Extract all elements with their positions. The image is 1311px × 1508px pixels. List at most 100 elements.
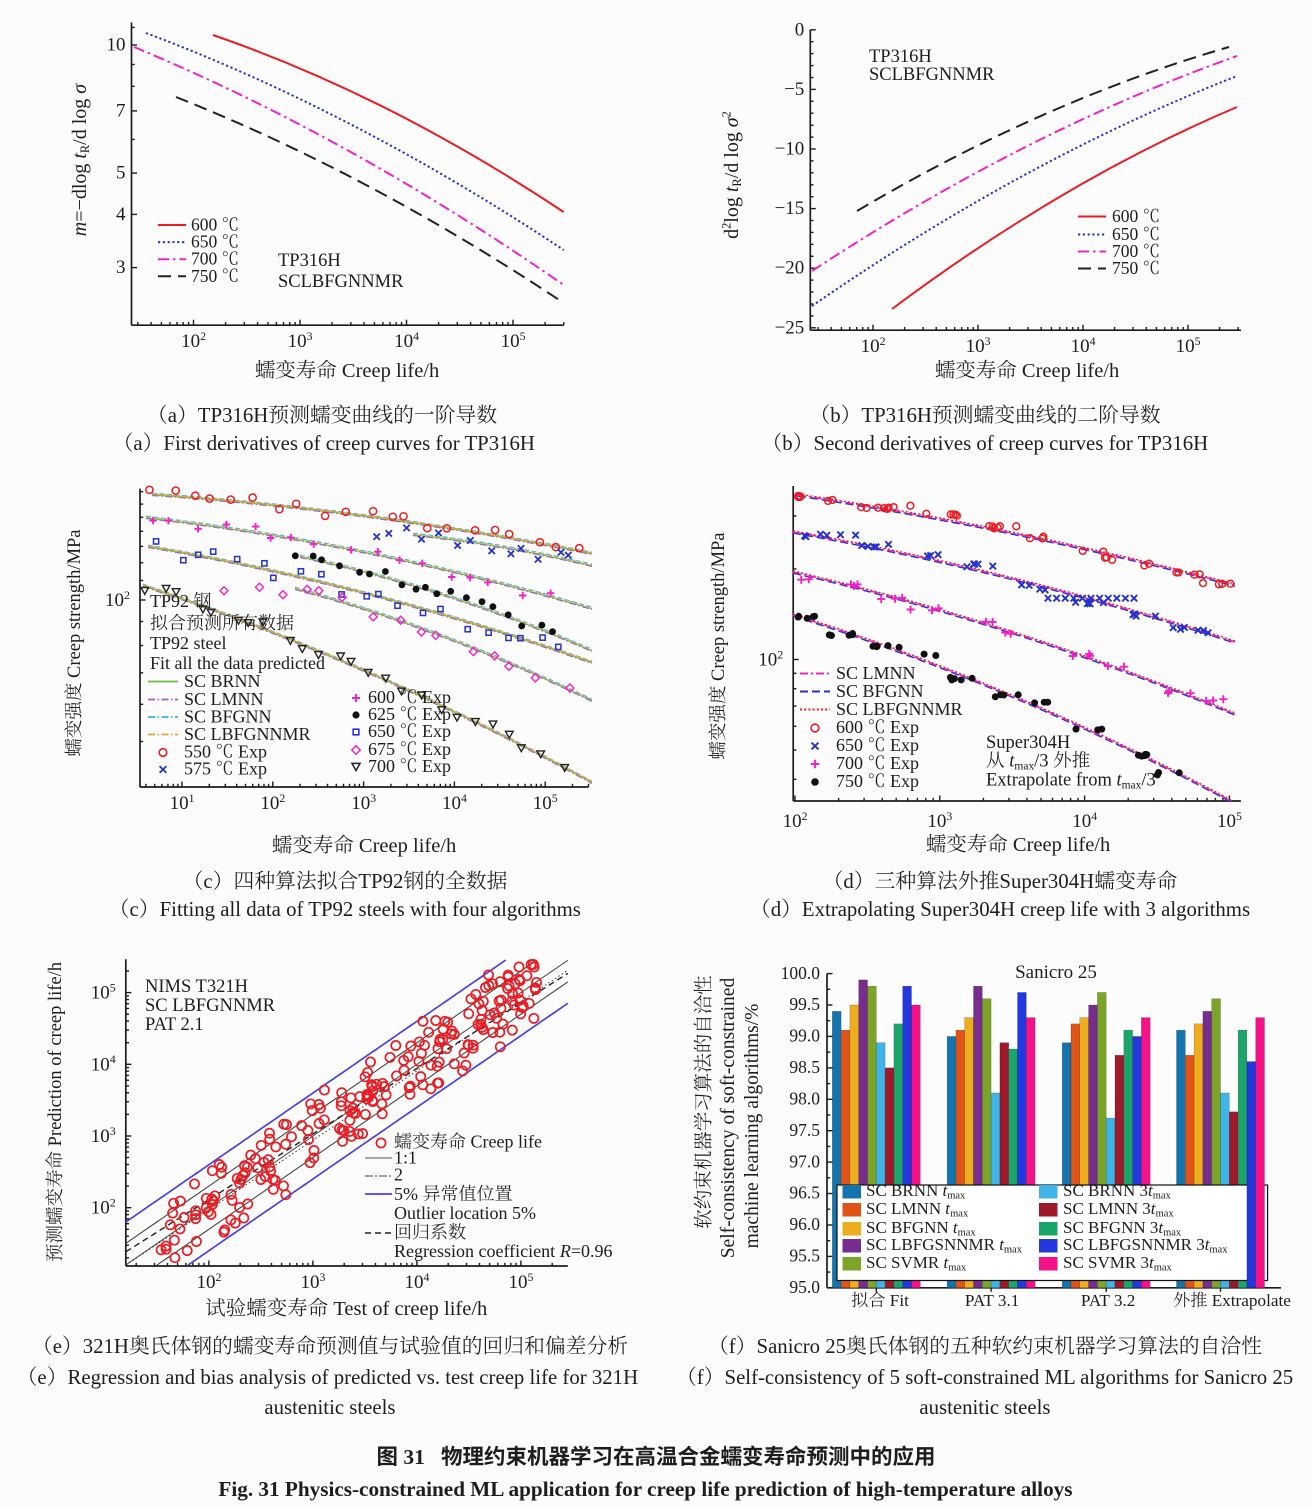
svg-text:b: b [782, 432, 792, 455]
svg-text:Creep strength/MPa: Creep strength/MPa [65, 529, 85, 682]
svg-text:PAT 2.1: PAT 2.1 [145, 1015, 204, 1035]
svg-text:Fitting all data of TP92 steel: Fitting all data of TP92 steels with fou… [160, 898, 581, 921]
svg-text:/d log: /d log [721, 127, 743, 178]
svg-text:675: 675 [368, 739, 400, 759]
svg-text:575: 575 [184, 759, 216, 779]
svg-text:5: 5 [552, 791, 558, 805]
svg-text:2: 2 [110, 1196, 116, 1210]
svg-text:t: t [1009, 752, 1015, 772]
svg-text:5%: 5% [394, 1184, 423, 1204]
svg-text:10: 10 [260, 793, 279, 814]
svg-text:600: 600 [836, 717, 868, 737]
svg-text:Fit all the data predicted: Fit all the data predicted [150, 653, 325, 673]
svg-text:First derivatives of creep cur: First derivatives of creep curves for TP… [163, 432, 535, 455]
svg-text:Outlier location 5%: Outlier location 5% [394, 1203, 536, 1223]
svg-text:TP92: TP92 [358, 870, 403, 893]
svg-text:625: 625 [368, 704, 400, 724]
svg-text:4: 4 [413, 329, 419, 343]
svg-text:t: t [69, 153, 91, 159]
svg-text:98.5: 98.5 [789, 1057, 820, 1077]
svg-text:SC BFGNN: SC BFGNN [836, 681, 924, 701]
svg-text:600: 600 [191, 215, 222, 235]
svg-text:Test of creep life/h: Test of creep life/h [328, 1298, 487, 1320]
svg-text:Exp: Exp [418, 704, 452, 724]
svg-text:650: 650 [1112, 224, 1143, 244]
svg-text:2: 2 [777, 647, 783, 661]
svg-text:2: 2 [394, 1165, 403, 1185]
svg-text:Exp: Exp [886, 735, 920, 755]
svg-text:3: 3 [1142, 1199, 1151, 1218]
svg-text:SC LBFGNNMR: SC LBFGNNMR [145, 996, 276, 1016]
svg-text:c: c [203, 870, 212, 893]
svg-text:Prediction of creep life/h: Prediction of creep life/h [46, 962, 66, 1151]
svg-text:Creep life/h: Creep life/h [337, 360, 439, 382]
svg-text:Super304H: Super304H [999, 870, 1094, 893]
svg-text:SC LBFGNNMR: SC LBFGNNMR [184, 724, 311, 744]
svg-text:96.5: 96.5 [789, 1183, 820, 1203]
svg-text:TP316H: TP316H [861, 404, 931, 427]
svg-text:750: 750 [836, 771, 868, 791]
svg-text:5: 5 [116, 163, 126, 184]
svg-text:t: t [944, 1253, 950, 1272]
svg-text:Extrapolating Super304H creep: Extrapolating Super304H creep life with … [802, 898, 1250, 921]
svg-text:σ: σ [69, 83, 91, 94]
svg-text:321H: 321H [83, 1335, 129, 1358]
svg-text:max: max [1004, 1245, 1023, 1256]
svg-text:10: 10 [501, 331, 520, 352]
svg-text:t: t [721, 186, 743, 192]
svg-text:max: max [1014, 760, 1034, 772]
svg-text:700: 700 [191, 249, 222, 269]
svg-text:2: 2 [200, 329, 206, 343]
svg-text:TP92 steel: TP92 steel [150, 633, 227, 653]
svg-text:TP316H: TP316H [278, 251, 341, 271]
svg-text:SC LMNN: SC LMNN [184, 689, 264, 709]
svg-text:TP316H: TP316H [198, 404, 268, 427]
svg-text:3: 3 [985, 334, 991, 348]
svg-text:t: t [1151, 1199, 1157, 1218]
svg-text:SC LBFGNNMR: SC LBFGNNMR [836, 699, 963, 719]
svg-text:Creep life/h: Creep life/h [1008, 834, 1110, 856]
svg-text:Fit: Fit [886, 1291, 910, 1310]
svg-text:10: 10 [758, 650, 777, 671]
svg-text:t: t [945, 1199, 951, 1218]
svg-text:99.5: 99.5 [789, 994, 820, 1014]
svg-text:3: 3 [1196, 1235, 1205, 1254]
svg-text:max: max [958, 1228, 977, 1239]
svg-text:max: max [1122, 779, 1142, 791]
svg-text:TP92: TP92 [150, 591, 194, 611]
svg-text:t: t [1158, 1218, 1164, 1237]
svg-text:10: 10 [105, 590, 124, 611]
svg-text:d: d [771, 898, 782, 921]
svg-text:Exp: Exp [234, 742, 268, 762]
svg-text:NIMS T321H: NIMS T321H [145, 977, 248, 997]
svg-text:2: 2 [216, 1270, 222, 1284]
svg-text:2: 2 [719, 223, 733, 229]
svg-text:SCLBFGNNMR: SCLBFGNNMR [278, 272, 404, 292]
svg-text:5: 5 [528, 1270, 534, 1284]
svg-text:TP316H: TP316H [869, 47, 932, 67]
svg-text:f: f [697, 1366, 704, 1389]
svg-text:Exp: Exp [418, 739, 452, 759]
svg-text:10: 10 [966, 336, 985, 357]
svg-text:10: 10 [783, 811, 802, 832]
svg-text:97.5: 97.5 [789, 1120, 820, 1140]
svg-text:SC SVMR: SC SVMR [866, 1253, 943, 1272]
svg-text:Exp: Exp [886, 771, 920, 791]
svg-text:SC BFGNN: SC BFGNN [866, 1218, 953, 1237]
svg-text:Creep strength/MPa: Creep strength/MPa [709, 532, 729, 685]
svg-text:3: 3 [1141, 1253, 1150, 1272]
svg-text:t: t [1149, 1253, 1155, 1272]
svg-text:−25: −25 [775, 317, 805, 338]
svg-text:Exp: Exp [234, 759, 268, 779]
svg-text:10: 10 [170, 793, 189, 814]
svg-text:SC BRNN: SC BRNN [866, 1181, 943, 1200]
svg-text:R: R [730, 178, 744, 187]
svg-text:Regression coefficient: Regression coefficient [394, 1241, 560, 1261]
svg-text:700: 700 [368, 756, 400, 776]
svg-text:t: t [999, 1235, 1005, 1254]
svg-text:10: 10 [91, 1126, 110, 1147]
svg-text:b: b [830, 404, 840, 427]
svg-text:650: 650 [368, 721, 400, 741]
svg-text:Super304H: Super304H [986, 733, 1070, 753]
svg-text:4: 4 [424, 1270, 430, 1284]
